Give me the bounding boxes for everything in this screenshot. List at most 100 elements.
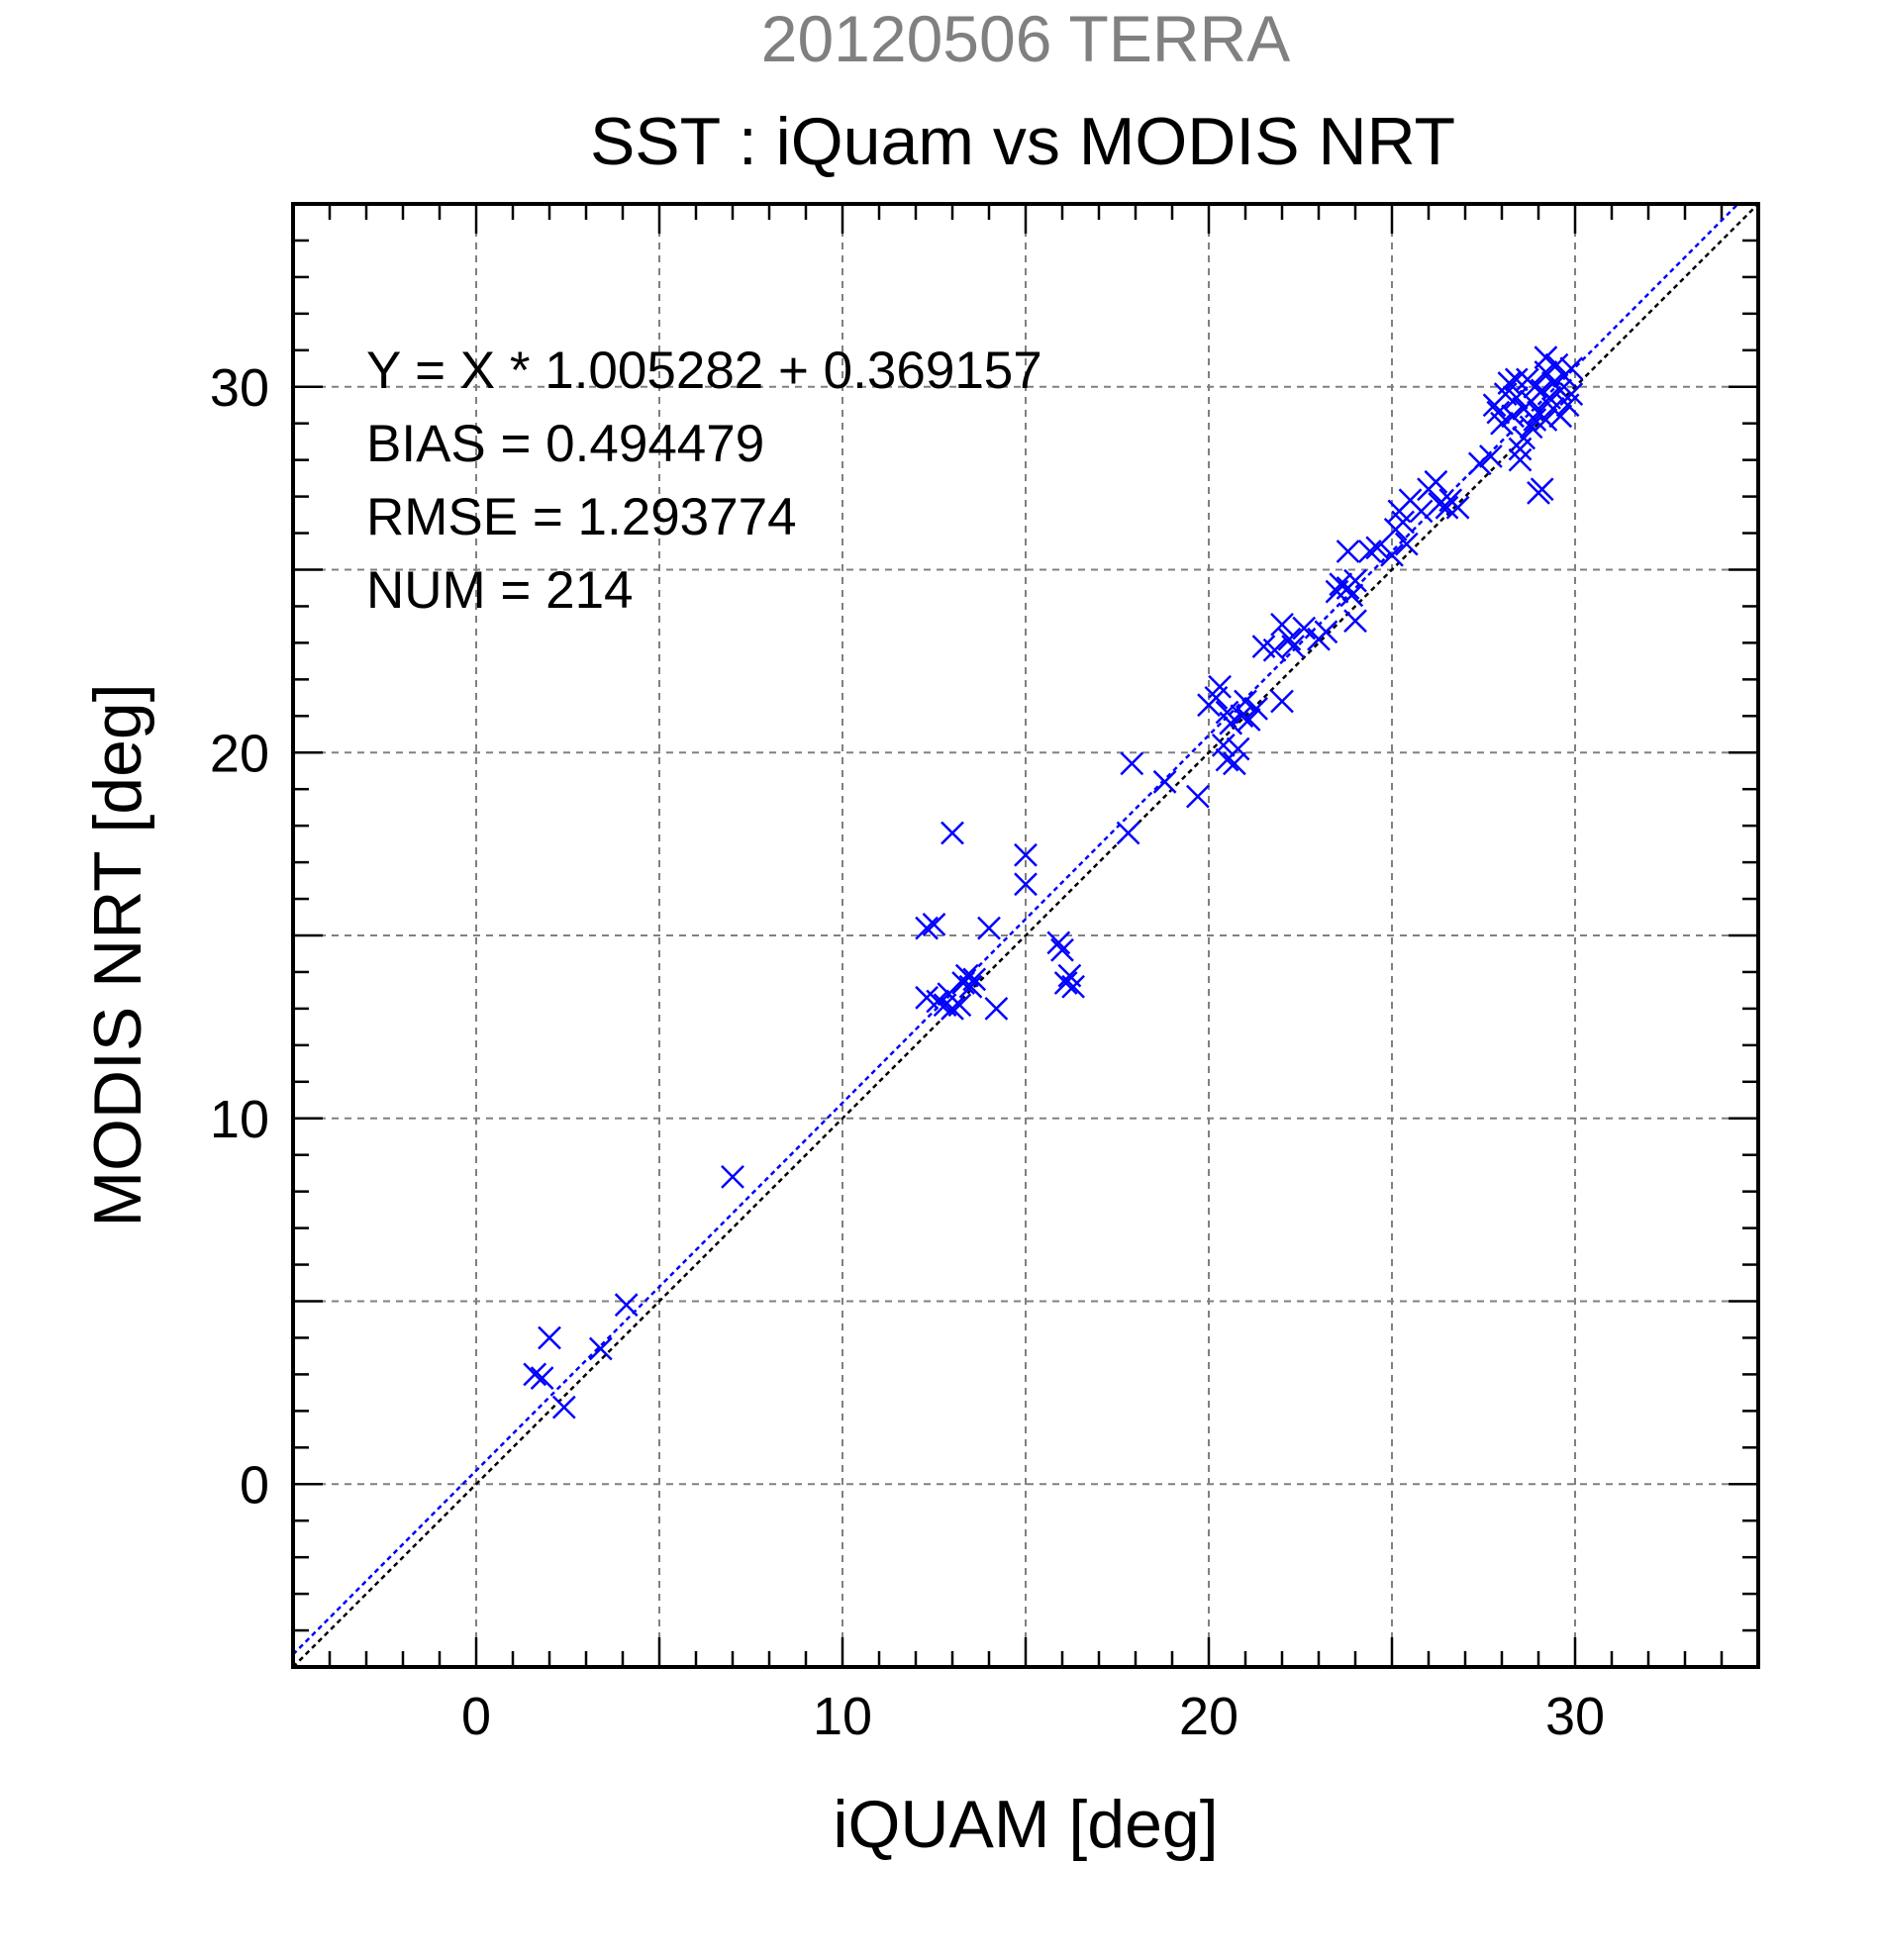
data-point — [1120, 751, 1144, 776]
data-point — [1211, 733, 1236, 757]
data-point — [588, 1336, 613, 1361]
data-point — [922, 913, 946, 936]
data-point — [1512, 426, 1536, 450]
reference-lines — [292, 203, 1759, 1668]
data-point — [1014, 842, 1038, 867]
data-point — [1490, 411, 1514, 436]
regression-fit-line — [292, 203, 1739, 1656]
y-tick-label: 0 — [240, 1455, 269, 1515]
data-point — [1497, 371, 1522, 395]
data-point — [1391, 510, 1415, 535]
data-point — [614, 1293, 639, 1318]
data-points — [523, 345, 1584, 1420]
x-tick-label: 20 — [1179, 1687, 1238, 1746]
data-point — [1559, 382, 1584, 407]
data-point — [1270, 613, 1294, 637]
data-point — [1544, 352, 1569, 377]
data-point — [1530, 477, 1554, 502]
data-point — [915, 916, 939, 940]
data-point — [926, 989, 950, 1014]
data-point — [1237, 708, 1261, 732]
data-point — [1504, 367, 1529, 392]
identity-line — [292, 203, 1759, 1668]
data-point — [1479, 444, 1503, 468]
data-point — [1244, 697, 1268, 721]
data-point — [1504, 385, 1529, 410]
data-point — [984, 997, 1009, 1021]
data-point — [538, 1325, 561, 1350]
data-point — [1523, 374, 1547, 399]
data-point — [940, 821, 964, 845]
data-point — [1339, 583, 1364, 608]
data-point — [1445, 495, 1470, 520]
data-point — [940, 997, 964, 1021]
x-tick-label: 10 — [813, 1687, 872, 1746]
plot-area-frame — [291, 202, 1760, 1669]
data-point — [1357, 539, 1382, 563]
data-point — [1534, 408, 1558, 432]
data-point — [530, 1366, 554, 1390]
data-point — [1380, 542, 1404, 567]
data-point — [962, 967, 987, 992]
data-point — [1262, 637, 1287, 662]
chart-title: SST : iQuam vs MODIS NRT — [590, 104, 1455, 179]
data-point — [721, 1164, 744, 1189]
x-tick-label: 30 — [1545, 1687, 1605, 1746]
data-point — [1050, 937, 1074, 962]
stats-count: NUM = 214 — [366, 561, 634, 620]
x-tick-labels: 0 10 20 30 — [461, 1687, 1605, 1746]
data-point — [1343, 568, 1367, 593]
data-point — [1226, 736, 1250, 761]
y-tick-label: 20 — [210, 724, 269, 783]
data-point — [1314, 620, 1338, 644]
data-point — [523, 1362, 547, 1387]
data-point — [1343, 609, 1367, 634]
y-tick-labels: 0 10 20 30 — [210, 358, 269, 1516]
data-point — [1219, 711, 1243, 735]
data-point — [1270, 689, 1294, 714]
x-tick-label: 0 — [461, 1687, 491, 1746]
data-point — [1223, 751, 1246, 776]
data-point — [1281, 635, 1305, 658]
data-point — [1116, 821, 1140, 845]
data-point — [1365, 536, 1390, 560]
chart-supertitle: 20120506 TERRA — [761, 2, 1290, 75]
data-point — [977, 916, 1001, 940]
data-point — [1548, 404, 1573, 429]
y-tick-label: 10 — [210, 1090, 269, 1149]
data-point — [1501, 404, 1525, 429]
data-point — [1046, 931, 1071, 955]
data-point — [958, 974, 983, 999]
y-axis-label: MODIS NRT [deg] — [80, 683, 155, 1226]
data-point — [1409, 499, 1434, 524]
stats-regression-equation: Y = X * 1.005282 + 0.369157 — [366, 342, 1042, 400]
data-point — [1277, 627, 1302, 651]
data-point — [1336, 539, 1360, 563]
stats-rmse: RMSE = 1.293774 — [366, 488, 797, 546]
data-point — [1523, 408, 1547, 432]
data-point — [1435, 495, 1459, 520]
statistics-box: Y = X * 1.005282 + 0.369157 BIAS = 0.494… — [366, 342, 1042, 620]
x-axis-label: iQUAM [deg] — [833, 1787, 1218, 1862]
data-point — [1061, 974, 1085, 999]
data-point — [1292, 616, 1317, 640]
data-point — [1152, 769, 1177, 794]
data-point — [1534, 345, 1558, 370]
y-tick-label: 30 — [210, 358, 269, 418]
data-point — [1014, 872, 1038, 897]
data-point — [1559, 356, 1584, 381]
data-point — [1234, 689, 1257, 714]
data-point — [1519, 415, 1543, 440]
data-point — [1424, 469, 1448, 494]
data-point — [1467, 451, 1492, 476]
data-point — [1186, 784, 1210, 809]
data-point — [551, 1395, 576, 1420]
data-point — [1394, 532, 1419, 556]
data-point — [1053, 971, 1078, 995]
data-point — [1508, 447, 1533, 472]
data-point — [1230, 704, 1254, 729]
stats-bias: BIAS = 0.494479 — [366, 415, 764, 473]
tick-marks — [293, 204, 1758, 1667]
data-point — [937, 982, 961, 1007]
